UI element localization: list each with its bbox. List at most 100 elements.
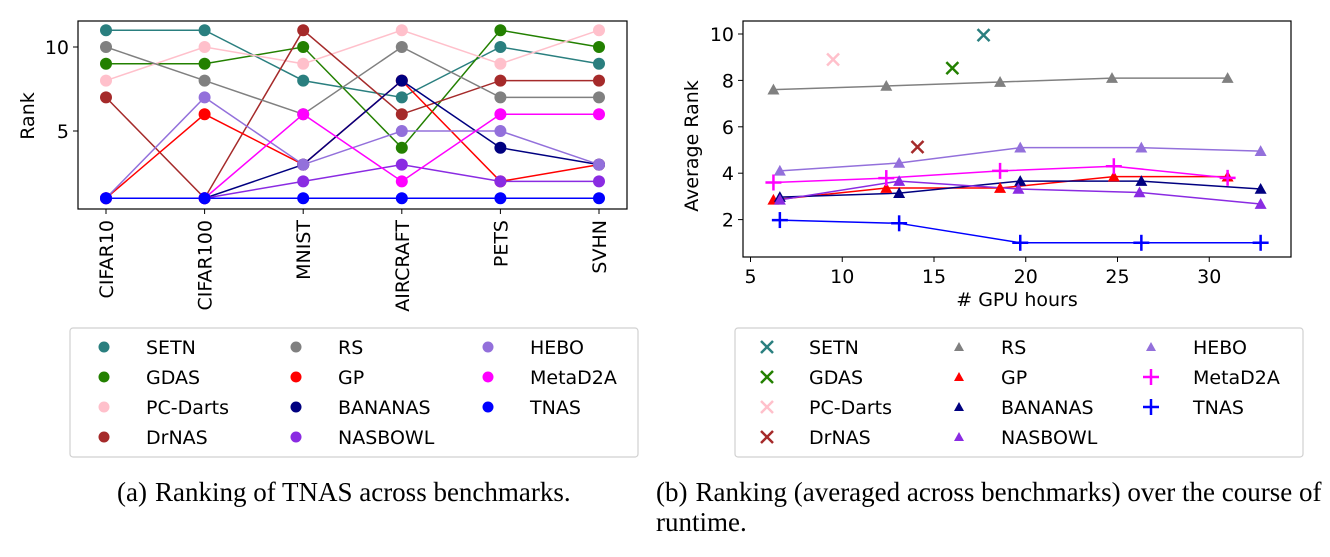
point-metad2a-2 bbox=[992, 162, 1009, 179]
point-bananas-pets bbox=[494, 141, 507, 154]
legend-label-tnas: TNAS bbox=[1192, 397, 1244, 419]
caption-b-text: Ranking (averaged across benchmarks) ove… bbox=[656, 477, 1322, 537]
chart-a-y-ticks: 5 10 bbox=[45, 37, 78, 143]
x-tick-label-5: 5 bbox=[744, 266, 756, 288]
point-tnas-3 bbox=[1133, 234, 1150, 251]
legend-marker-tnas bbox=[1143, 399, 1159, 415]
point-nasbowl-2 bbox=[1012, 182, 1025, 194]
caption-a-text: Ranking of TNAS across benchmarks. bbox=[154, 477, 571, 507]
point-pc-darts-cifar10 bbox=[100, 74, 112, 87]
legend-label-hebo: HEBO bbox=[1193, 337, 1247, 359]
legend-item-drnas: DrNAS bbox=[760, 427, 871, 449]
legend-item-bananas: BANANAS bbox=[290, 397, 431, 419]
point-pc-darts-svhn bbox=[593, 24, 605, 37]
legend-marker-rs bbox=[290, 341, 302, 353]
y-tick-label-8: 8 bbox=[722, 70, 734, 92]
legend-marker-hebo bbox=[482, 341, 494, 353]
point-rs-2 bbox=[994, 76, 1007, 87]
legend-label-drnas: DrNAS bbox=[146, 427, 208, 449]
point-rs-cifar100 bbox=[198, 74, 211, 87]
point-hebo-cifar100 bbox=[198, 91, 211, 104]
point-metad2a-4 bbox=[1219, 169, 1236, 186]
chart-b-legend-frame bbox=[734, 327, 1304, 458]
point-gp-3 bbox=[1107, 170, 1120, 182]
legend-label-gp: GP bbox=[338, 367, 364, 389]
point-setn-svhn bbox=[593, 57, 605, 70]
point-hebo-2 bbox=[1014, 141, 1027, 153]
legend-label-gp: GP bbox=[1001, 367, 1027, 389]
series-line-rs bbox=[105, 46, 599, 116]
legend-marker-hebo bbox=[1146, 342, 1156, 351]
caption-b-label: (b) bbox=[656, 477, 688, 507]
chart-rank-by-benchmark: 5 10 CIFAR10 CIFAR100 MNIST AIRCRAFT PETS SVHN… bbox=[17, 20, 628, 312]
legend-item-nasbowl: NASBOWL bbox=[290, 427, 435, 449]
legend-item-tnas: TNAS bbox=[482, 397, 581, 419]
point-pc-darts-mnist bbox=[297, 57, 310, 70]
series-line-pc-darts bbox=[105, 29, 600, 82]
caption-b: (b) Ranking (averaged across benchmarks) … bbox=[656, 477, 1326, 537]
point-gdas-cifar10 bbox=[100, 57, 112, 70]
point-tnas-4 bbox=[1252, 234, 1269, 251]
point-nasbowl-4 bbox=[1254, 198, 1267, 209]
legend-label-setn: SETN bbox=[809, 337, 859, 359]
point-hebo-aircraft bbox=[395, 125, 408, 137]
marker-stroke bbox=[760, 340, 774, 354]
legend-marker-drnas bbox=[98, 431, 110, 443]
legend-marker-rs bbox=[954, 342, 964, 351]
point-gp-1 bbox=[880, 182, 893, 193]
caption-a: (a) Ranking of TNAS across benchmarks. bbox=[117, 477, 571, 507]
marker-stroke bbox=[976, 28, 991, 43]
x-tick-label-25: 25 bbox=[1105, 266, 1129, 288]
point-rs-svhn bbox=[593, 91, 605, 104]
point-nasbowl-3 bbox=[1133, 186, 1146, 198]
y-tick-label-6: 6 bbox=[722, 117, 734, 139]
figure: 5 10 CIFAR10 CIFAR100 MNIST AIRCRAFT PETS SVHN… bbox=[17, 20, 1304, 458]
legend-item-pc-darts: PC-Darts bbox=[98, 397, 229, 419]
legend-label-gdas: GDAS bbox=[146, 367, 200, 389]
legend-item-hebo: HEBO bbox=[1146, 337, 1247, 359]
point-hebo-pets bbox=[494, 125, 507, 137]
legend-marker-nasbowl bbox=[290, 431, 302, 443]
legend-label-drnas: DrNAS bbox=[809, 427, 871, 449]
legend-item-pc-darts: PC-Darts bbox=[760, 397, 892, 419]
legend-item-gdas: GDAS bbox=[98, 367, 200, 389]
legend-marker-metad2a bbox=[1143, 369, 1159, 385]
point-metad2a-3 bbox=[1105, 158, 1122, 175]
legend-marker-gp bbox=[290, 371, 302, 383]
chart-b-legend: SETN GDAS PC-Darts DrNAS RS GP BANANAS NASBOWL H… bbox=[734, 327, 1304, 458]
legend-item-hebo: HEBO bbox=[482, 337, 584, 359]
chart-b-series-layer bbox=[765, 28, 1269, 251]
legend-label-metad2a: MetaD2A bbox=[1193, 367, 1280, 389]
point-pc-darts-pets bbox=[494, 57, 507, 70]
point-tnas-svhn bbox=[593, 192, 605, 205]
point-hebo-0 bbox=[773, 164, 786, 176]
legend-marker-bananas bbox=[954, 402, 964, 411]
point-nasbowl-aircraft bbox=[395, 158, 408, 171]
series-line-setn bbox=[106, 29, 600, 99]
point-tnas-0 bbox=[771, 212, 788, 229]
marker-stroke bbox=[826, 52, 840, 67]
point-hebo-1 bbox=[893, 156, 906, 168]
legend-item-tnas: TNAS bbox=[1143, 397, 1244, 419]
point-nasbowl-1 bbox=[893, 175, 906, 186]
x-tick-label-pets: PETS bbox=[490, 220, 512, 267]
point-pc-darts-aircraft bbox=[395, 24, 408, 37]
point-bananas-2 bbox=[1014, 175, 1027, 186]
point-gdas-svhn bbox=[593, 41, 605, 53]
x-tick-label-10: 10 bbox=[830, 266, 854, 288]
point-metad2a-0 bbox=[765, 174, 782, 191]
series-line-drnas bbox=[105, 29, 599, 200]
y-tick-label-4: 4 bbox=[722, 163, 734, 185]
legend-marker-pc-darts bbox=[760, 400, 774, 414]
point-setn-cifar10 bbox=[100, 24, 112, 37]
legend-label-nasbowl: NASBOWL bbox=[1001, 427, 1098, 449]
point-hebo-mnist bbox=[297, 158, 310, 171]
legend-marker-gp bbox=[954, 372, 964, 381]
x-tick-label-cifar100: CIFAR100 bbox=[195, 220, 217, 311]
marker-stroke bbox=[760, 400, 774, 414]
point-setn-0 bbox=[976, 28, 991, 43]
chart-a-series-layer bbox=[100, 24, 605, 205]
legend-label-pc-darts: PC-Darts bbox=[146, 397, 229, 419]
legend-marker-gdas bbox=[760, 370, 774, 384]
point-metad2a-1 bbox=[878, 170, 895, 187]
